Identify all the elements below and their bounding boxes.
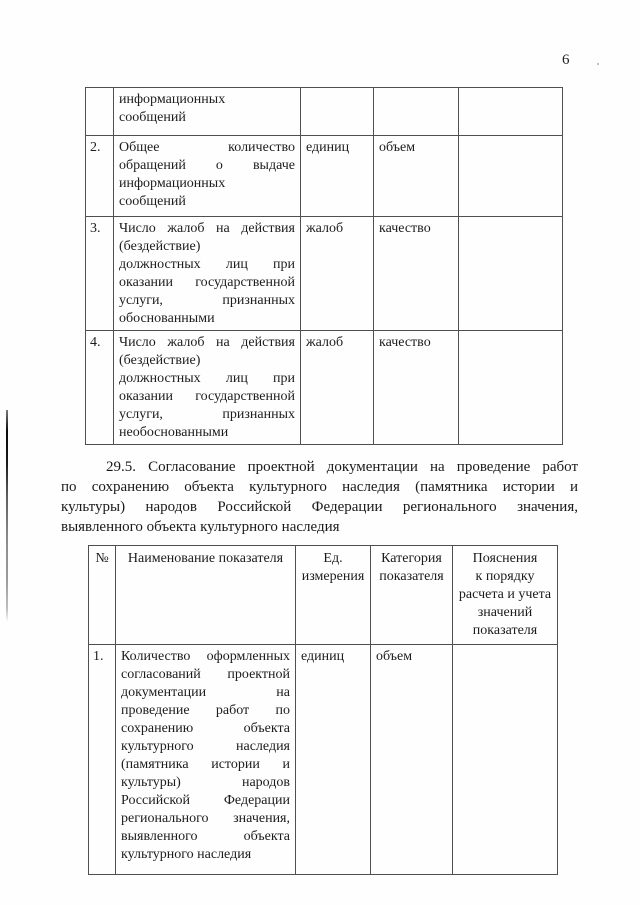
cell-category: качество	[373, 330, 459, 445]
cell-category: объем	[370, 644, 453, 875]
cell-number: 2.	[85, 135, 114, 217]
header-note: Пояснения к порядку расчета и учета значени…	[452, 545, 558, 645]
cell-unit: единиц	[295, 644, 371, 875]
header-number: №	[88, 545, 116, 645]
cell-unit: единиц	[300, 135, 374, 217]
cell-indicator-name: Число жалоб на действия (бездействие) долж…	[113, 330, 301, 445]
table-header-row: № Наименование показателя Ед. измерения К…	[88, 545, 558, 645]
cell-note	[452, 644, 558, 875]
header-unit: Ед. измерения	[295, 545, 371, 645]
cell-number	[85, 87, 114, 136]
cell-indicator-name: Общее количество обращений о выдаче информ…	[113, 135, 301, 217]
cell-note	[458, 135, 563, 217]
cell-indicator-name: информационных сообщений	[113, 87, 301, 136]
cell-indicator-name: Число жалоб на действия (бездействие) долж…	[113, 216, 301, 331]
table-row: 1. Количество оформленных согласований пр…	[88, 644, 558, 875]
indicators-table-29-5: № Наименование показателя Ед. измерения К…	[88, 545, 558, 875]
table-row: информационных сообщений	[85, 87, 563, 136]
cell-note	[458, 330, 563, 445]
header-category: Категория показателя	[370, 545, 453, 645]
scan-speck	[597, 63, 599, 65]
section-29-5-paragraph: 29.5. Согласование проектной документаци…	[61, 459, 578, 535]
cell-note	[458, 87, 563, 136]
cell-unit: жалоб	[300, 330, 374, 445]
page-number: 6	[562, 52, 570, 68]
cell-indicator-name: Количество оформленных согласований проек…	[115, 644, 296, 875]
table-row: 4. Число жалоб на действия (бездействие) д…	[85, 330, 563, 445]
table-row: 2. Общее количество обращений о выдаче инф…	[85, 135, 563, 217]
scan-artifact-line	[6, 410, 8, 622]
cell-category: качество	[373, 216, 459, 331]
cell-category	[373, 87, 459, 136]
cell-unit	[300, 87, 374, 136]
cell-note	[458, 216, 563, 331]
header-indicator-name: Наименование показателя	[115, 545, 296, 645]
cell-category: объем	[373, 135, 459, 217]
table-row: 3. Число жалоб на действия (бездействие) д…	[85, 216, 563, 331]
cell-number: 1.	[88, 644, 116, 875]
indicators-table-continued: информационных сообщений 2. Общее количес…	[85, 87, 563, 445]
cell-number: 4.	[85, 330, 114, 445]
cell-unit: жалоб	[300, 216, 374, 331]
cell-number: 3.	[85, 216, 114, 331]
